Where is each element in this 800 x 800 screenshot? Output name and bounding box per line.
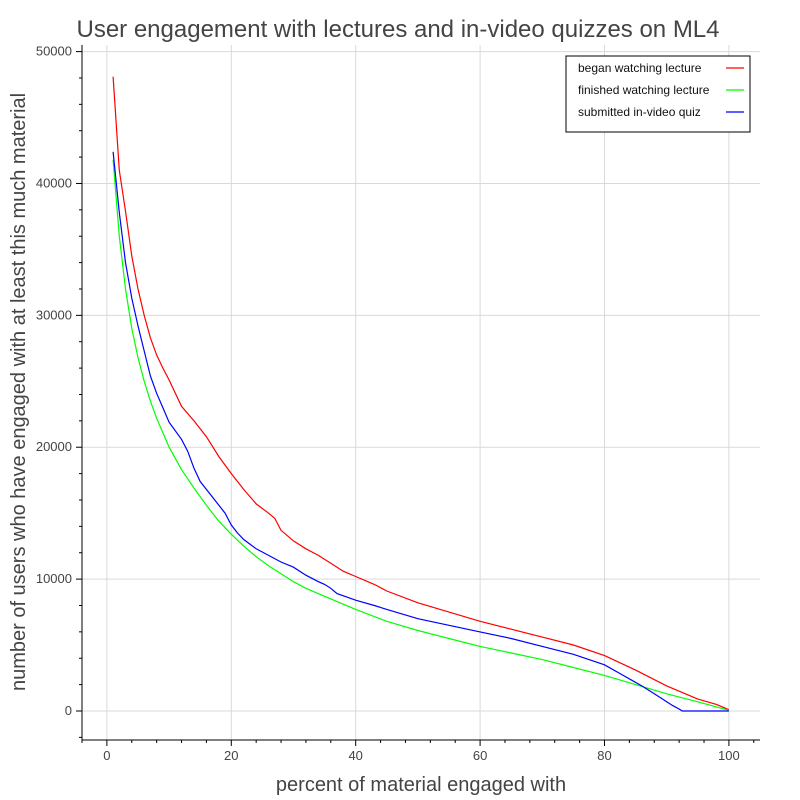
y-tick-label: 30000	[36, 307, 72, 322]
chart-title: User engagement with lectures and in-vid…	[76, 16, 719, 43]
series-line-1	[112, 76, 730, 711]
legend-label: began watching lecture	[578, 61, 702, 75]
y-tick-label: 10000	[36, 571, 72, 586]
axes: 0 20 40 60 80 100 0 10000 20000 30000 40000 50000	[36, 44, 760, 763]
legend-label: finished watching lecture	[578, 83, 710, 97]
y-tick-label: 0	[65, 703, 72, 718]
y-tick-label: 20000	[36, 439, 72, 454]
x-tick-label: 20	[224, 748, 238, 763]
series-line-3	[112, 151, 729, 712]
y-axis-label: number of users who have engaged with at…	[8, 93, 30, 691]
x-axis-label: percent of material engaged with	[276, 774, 566, 796]
series-layer	[112, 76, 730, 712]
y-tick-label: 50000	[36, 44, 72, 59]
legend: began watching lecture finished watching …	[565, 55, 751, 133]
x-tick-label: 40	[348, 748, 362, 763]
x-tick-label: 100	[718, 748, 740, 763]
grid	[82, 45, 760, 740]
x-tick-label: 0	[103, 748, 110, 763]
series-line-2	[112, 159, 730, 711]
y-tick-label: 40000	[36, 175, 72, 190]
legend-box	[565, 55, 751, 133]
x-tick-label: 60	[473, 748, 487, 763]
x-tick-label: 80	[597, 748, 611, 763]
legend-label: submitted in-video quiz	[578, 105, 701, 119]
